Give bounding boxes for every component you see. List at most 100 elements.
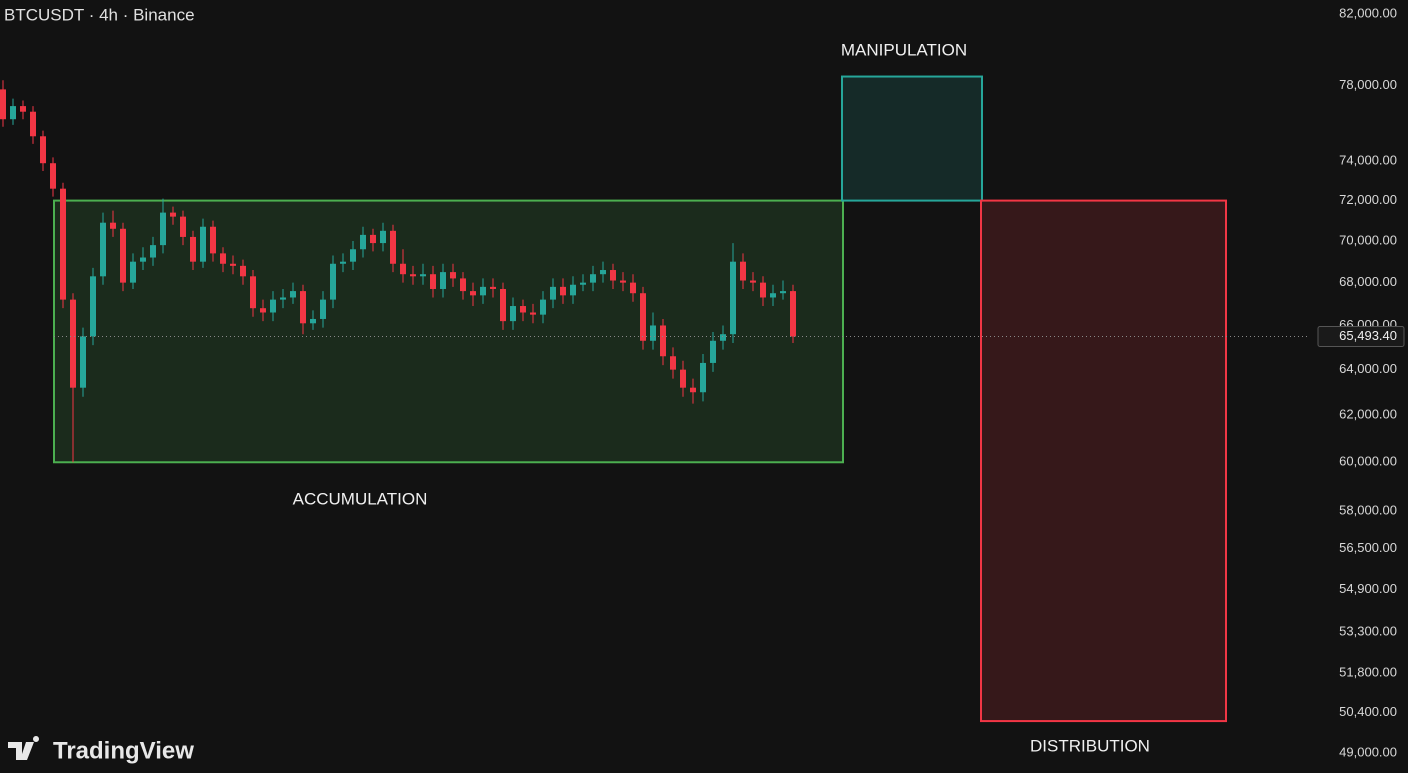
y-tick-label: 72,000.00 <box>1339 192 1397 207</box>
candle-body <box>490 286 496 289</box>
candle-body <box>450 272 456 279</box>
candle-body <box>430 274 436 289</box>
candle-body <box>750 280 756 283</box>
candle-body <box>170 212 176 217</box>
zone-label: ACCUMULATION <box>293 489 428 508</box>
candle-body <box>520 306 526 313</box>
candle-body <box>530 312 536 315</box>
candle-body <box>720 334 726 341</box>
y-tick-label: 54,900.00 <box>1339 581 1397 596</box>
price-axis: 82,000.00 78,000.00 74,000.00 72,000.00 70,0… <box>1310 5 1405 759</box>
candle-body <box>230 263 236 266</box>
logo: TradingView <box>8 736 194 764</box>
candle-body <box>220 253 226 264</box>
candle-body <box>740 261 746 281</box>
candle-body <box>470 291 476 296</box>
candle-body <box>590 274 596 283</box>
chart-title: BTCUSDT · 4h · Binance <box>4 5 195 24</box>
candle-body <box>20 106 26 112</box>
candle-body <box>780 291 786 294</box>
candle-body <box>620 280 626 283</box>
candle-body <box>70 299 76 388</box>
candle-body <box>420 274 426 277</box>
candles <box>0 80 1310 463</box>
y-tick-label: 62,000.00 <box>1339 407 1397 422</box>
candle-body <box>150 245 156 258</box>
candle-body <box>380 230 386 244</box>
candle-body <box>280 297 286 300</box>
candle-body <box>670 356 676 370</box>
candle-body <box>330 263 336 300</box>
last-price-box <box>1317 326 1405 348</box>
candle-body <box>460 278 466 292</box>
candle-body <box>500 288 506 322</box>
candle-body <box>160 212 166 246</box>
candle-body <box>510 306 516 322</box>
candle-body <box>310 318 316 324</box>
candle-body <box>630 282 636 294</box>
candle-body <box>700 362 706 393</box>
candle-body <box>180 216 186 237</box>
candle-body <box>120 228 126 283</box>
zone-label: MANIPULATION <box>841 40 967 59</box>
candle-body <box>770 293 776 298</box>
candle-body <box>580 282 586 285</box>
candle-body <box>210 226 216 254</box>
candle-body <box>550 286 556 300</box>
candle-body <box>200 226 206 262</box>
candle-body <box>300 291 306 324</box>
candle-body <box>390 230 396 264</box>
candle-body <box>570 284 576 296</box>
candle-body <box>30 111 36 137</box>
candle-body <box>360 234 366 250</box>
candle-body <box>660 325 666 357</box>
candle-body <box>480 286 486 296</box>
y-tick-label: 64,000.00 <box>1339 361 1397 376</box>
zones: ACCUMULATION MANIPULATION DISTRIBUTION <box>53 40 1227 755</box>
zone <box>841 75 983 202</box>
logo-text: TradingView <box>53 737 194 764</box>
candle-body <box>140 257 146 262</box>
candle-body <box>760 282 766 298</box>
y-tick-label: 82,000.00 <box>1339 5 1397 20</box>
candle-body <box>790 291 796 337</box>
candle-body <box>240 265 246 277</box>
candle-body <box>60 188 66 300</box>
last-price-label: 65,493.40 <box>1339 328 1397 343</box>
candle-body <box>40 136 46 164</box>
candle-body <box>130 261 136 283</box>
candle-body <box>730 261 736 335</box>
candle-body <box>10 106 16 120</box>
zone <box>980 199 1227 723</box>
candle-body <box>50 163 56 189</box>
y-tick-label: 74,000.00 <box>1339 153 1397 168</box>
zone <box>53 199 844 464</box>
candle-body <box>320 299 326 319</box>
y-tick-label: 60,000.00 <box>1339 454 1397 469</box>
candle-body <box>540 299 546 315</box>
y-tick-label: 49,000.00 <box>1339 744 1397 759</box>
candle-body <box>560 286 566 296</box>
candle-body <box>190 236 196 262</box>
y-tick-label: 58,000.00 <box>1339 502 1397 517</box>
y-tick-label: 78,000.00 <box>1339 77 1397 92</box>
candle-body <box>110 222 116 229</box>
candle-body <box>650 325 656 341</box>
candle-body <box>350 249 356 262</box>
candle-body <box>270 299 276 313</box>
candle-body <box>610 270 616 281</box>
candle-body <box>0 89 6 120</box>
candle-body <box>710 340 716 363</box>
candle-body <box>410 274 416 277</box>
y-tick-label: 68,000.00 <box>1339 274 1397 289</box>
candle-body <box>400 263 406 275</box>
candle-body <box>260 308 266 313</box>
y-tick-label: 56,500.00 <box>1339 540 1397 555</box>
candle-body <box>100 222 106 277</box>
zone-label: DISTRIBUTION <box>1030 736 1150 755</box>
y-tick-label: 51,800.00 <box>1339 665 1397 680</box>
candle-body <box>680 369 686 388</box>
candle-body <box>640 293 646 341</box>
candle-body <box>440 272 446 289</box>
